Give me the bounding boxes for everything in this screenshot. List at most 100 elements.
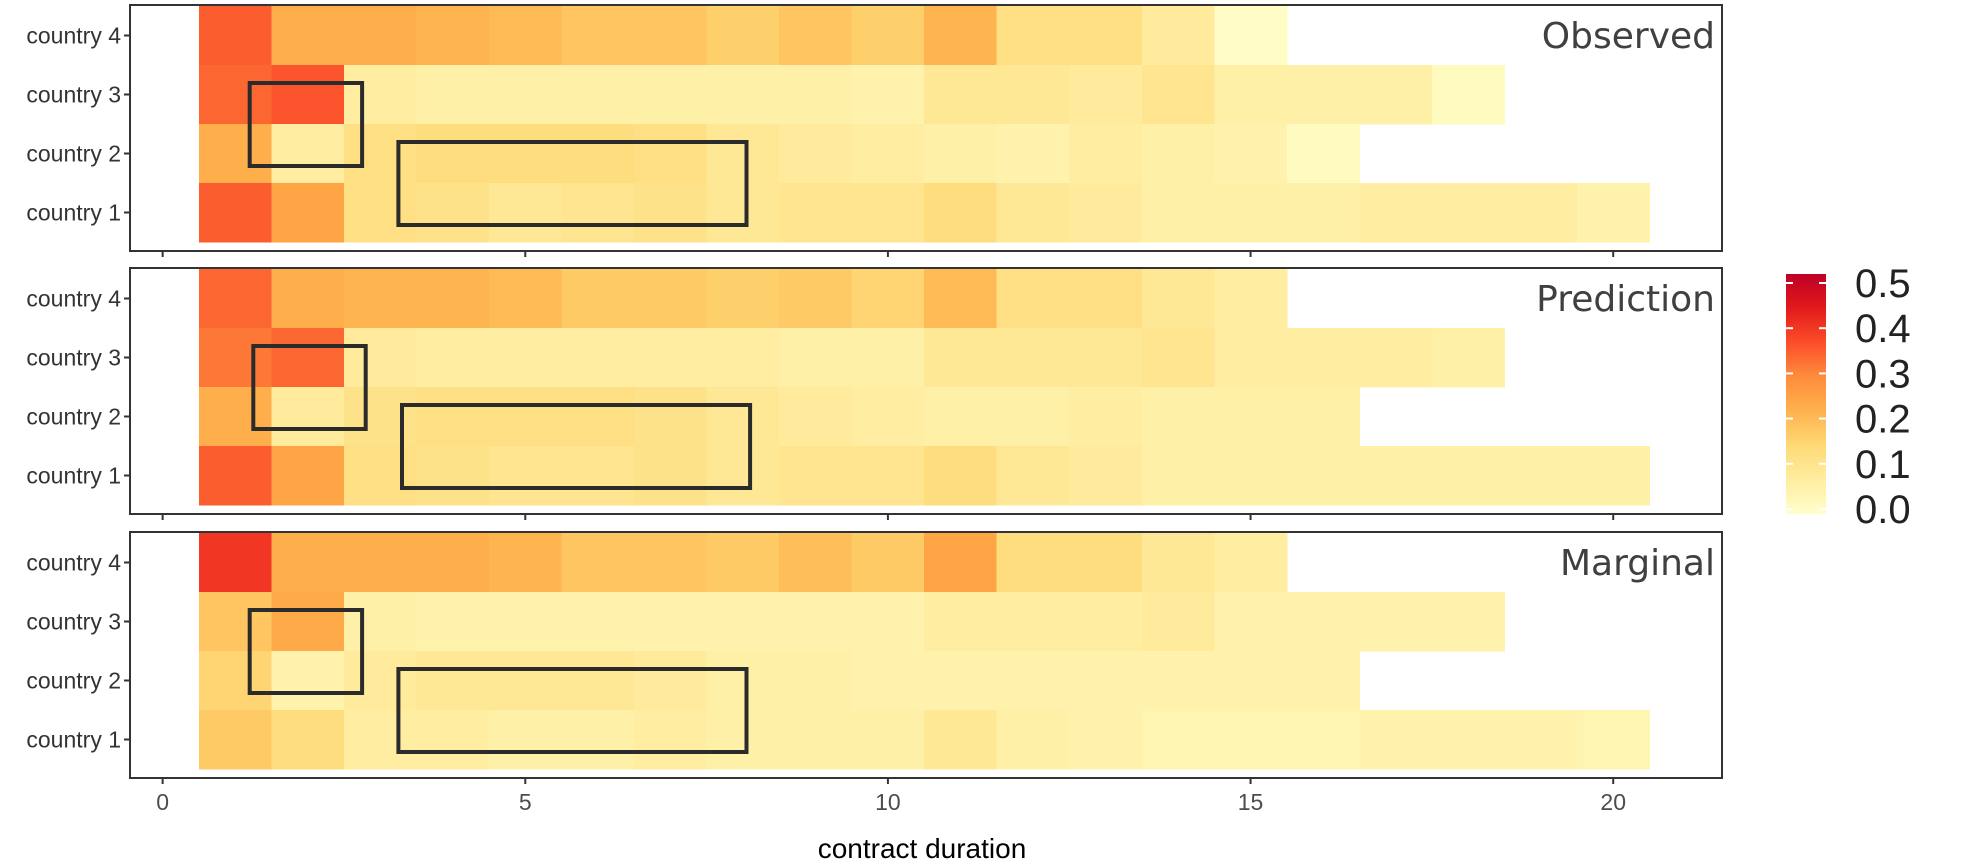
- heatmap-cell: [344, 387, 418, 447]
- heatmap-cell: [561, 183, 635, 243]
- heatmap-cell: [416, 6, 490, 66]
- heatmap-cell: [344, 269, 418, 329]
- legend-tick-label: 0.2: [1855, 398, 1911, 442]
- heatmap-cell: [344, 710, 418, 770]
- heatmap-cell: [1359, 710, 1433, 770]
- heatmap-cell: [1286, 124, 1360, 184]
- heatmap-cell: [634, 65, 708, 125]
- heatmap-cell: [779, 6, 853, 66]
- heatmap-cell: [489, 269, 563, 329]
- panel-title: Prediction: [1536, 279, 1715, 320]
- heatmap-cell: [996, 124, 1070, 184]
- heatmap-cell: [561, 328, 635, 388]
- x-axis: 0 5 10 15 20: [156, 789, 1626, 815]
- heatmap-cell: [634, 183, 708, 243]
- heatmap-cell: [1214, 328, 1288, 388]
- heatmap-cell: [561, 65, 635, 125]
- heatmap-cell: [996, 183, 1070, 243]
- legend-tick-label: 0.3: [1855, 352, 1911, 396]
- heatmap-cell: [1069, 592, 1143, 652]
- legend-tick-label: 0.1: [1855, 443, 1911, 487]
- heatmap-cell: [561, 710, 635, 770]
- heatmap-cell: [1359, 592, 1433, 652]
- heatmap-cell: [1069, 387, 1143, 447]
- heatmap-cell: [1141, 124, 1215, 184]
- heatmap-cell: [1286, 592, 1360, 652]
- x-tick-label: 10: [875, 789, 901, 815]
- heatmap-cell: [1141, 387, 1215, 447]
- heatmap-cell: [198, 328, 272, 388]
- heatmap-cell: [416, 124, 490, 184]
- heatmap-cell: [779, 710, 853, 770]
- highlight-box: [396, 140, 749, 227]
- heatmap-cell: [924, 710, 998, 770]
- heatmap-cell: [271, 533, 345, 593]
- heatmap-cell: [198, 183, 272, 243]
- heatmap-cell: [1286, 710, 1360, 770]
- heatmap-cell: [271, 269, 345, 329]
- heatmap-cell: [779, 446, 853, 506]
- heatmap-cell: [706, 269, 780, 329]
- heatmap-cell: [561, 446, 635, 506]
- heatmap-cell: [489, 328, 563, 388]
- heatmap-cell: [1141, 651, 1215, 711]
- heatmap-cell: [1141, 183, 1215, 243]
- heatmap-cell: [706, 533, 780, 593]
- heatmap-cell: [706, 592, 780, 652]
- heatmap-cell: [489, 651, 563, 711]
- heatmap-cell: [706, 387, 780, 447]
- heatmap-cell: [851, 651, 925, 711]
- heatmap-cell: [851, 446, 925, 506]
- heatmap-cell: [1359, 183, 1433, 243]
- heatmap-cell: [1214, 651, 1288, 711]
- heatmap-cell: [996, 328, 1070, 388]
- heatmap-cell: [1431, 710, 1505, 770]
- heatmap-cell: [561, 387, 635, 447]
- heatmap-cell: [416, 651, 490, 711]
- heatmap-cell: [271, 124, 345, 184]
- heatmap-cell: [1286, 446, 1360, 506]
- heatmap-cell: [416, 387, 490, 447]
- heatmap-cell: [561, 651, 635, 711]
- heatmap-cell: [561, 269, 635, 329]
- heatmap-cell: [996, 710, 1070, 770]
- heatmap-cell: [1359, 328, 1433, 388]
- heatmap-cell: [271, 65, 345, 125]
- heatmap-cell: [344, 328, 418, 388]
- panel-frame: [129, 531, 1723, 779]
- heatmap-cell: [1069, 710, 1143, 770]
- panel-observed: country 4 country 3 country 2 country 1 Obse…: [26, 4, 1723, 257]
- heatmap-cell: [271, 446, 345, 506]
- heatmap-cell: [1069, 6, 1143, 66]
- heatmap-cell: [634, 710, 708, 770]
- heatmap-cell: [489, 446, 563, 506]
- heatmap-cell: [1359, 65, 1433, 125]
- heatmap-cell: [344, 533, 418, 593]
- heatmap-cell: [1214, 446, 1288, 506]
- heatmap-cell: [416, 592, 490, 652]
- heatmap-cell: [198, 592, 272, 652]
- heatmap-cell: [634, 328, 708, 388]
- heatmap-cell: [1504, 710, 1578, 770]
- heatmap-cell: [996, 6, 1070, 66]
- heatmap-cell: [1214, 387, 1288, 447]
- heatmap-cell: [489, 183, 563, 243]
- heatmap-cell: [1576, 183, 1650, 243]
- heatmap-cell: [1214, 710, 1288, 770]
- heatmap-cell: [344, 183, 418, 243]
- heatmap-cell: [996, 65, 1070, 125]
- heatmap-cell: [489, 533, 563, 593]
- x-tick-label: 5: [519, 789, 532, 815]
- heatmap-cell: [924, 183, 998, 243]
- y-tick-label: country 1: [26, 200, 121, 226]
- heatmap-cell: [924, 446, 998, 506]
- heatmap-cell: [198, 446, 272, 506]
- heatmap-cell: [1141, 592, 1215, 652]
- heatmap-cell: [198, 65, 272, 125]
- heatmap-cell: [271, 328, 345, 388]
- heatmap-cell: [1286, 65, 1360, 125]
- heatmap-cell: [996, 446, 1070, 506]
- y-tick-label: country 3: [26, 345, 121, 371]
- heatmap-cell: [924, 328, 998, 388]
- heatmap-cell: [489, 387, 563, 447]
